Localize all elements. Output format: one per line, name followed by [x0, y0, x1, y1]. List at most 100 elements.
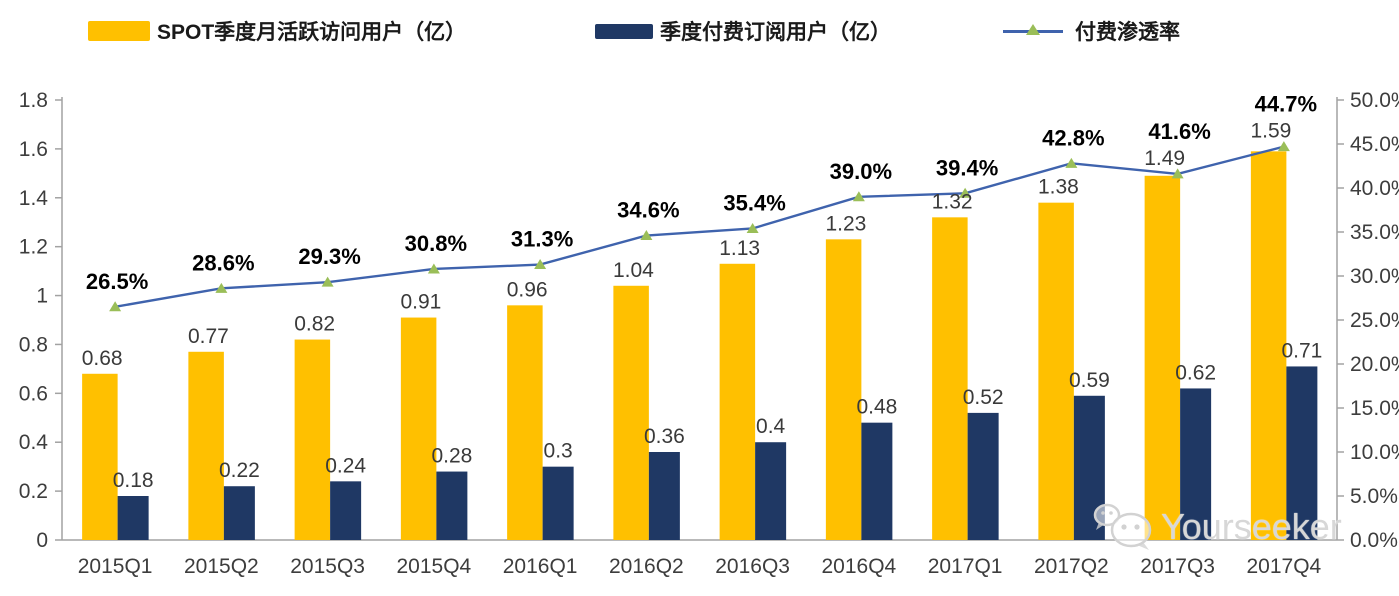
x-axis-label: 2016Q1	[503, 555, 578, 578]
penetration-marker	[321, 276, 334, 287]
left-axis-tick-label: 0.4	[19, 431, 49, 454]
wechat-icon	[1093, 503, 1152, 550]
subscriber-bar	[648, 452, 680, 540]
subscriber-value-label: 0.28	[431, 445, 472, 468]
left-axis-tick-label: 1.4	[19, 187, 49, 210]
subscriber-value-label: 0.71	[1281, 339, 1322, 362]
penetration-marker	[1277, 141, 1290, 152]
left-axis-tick-label: 1.2	[19, 236, 48, 259]
left-axis-tick-label: 0.6	[19, 382, 48, 405]
subscriber-bar	[436, 471, 468, 540]
penetration-value-label: 30.8%	[405, 231, 467, 256]
penetration-value-label: 39.4%	[936, 155, 998, 180]
subscriber-value-label: 0.62	[1175, 361, 1216, 384]
right-axis-tick-label: 30.0%	[1350, 265, 1399, 288]
subscriber-bar	[117, 496, 149, 540]
subscriber-value-label: 0.4	[756, 415, 786, 438]
penetration-marker	[640, 230, 653, 241]
subscriber-bar	[1180, 388, 1212, 540]
right-axis-tick-label: 45.0%	[1350, 133, 1399, 156]
x-axis-label: 2015Q1	[78, 555, 153, 578]
mau-bar	[400, 317, 437, 540]
x-axis-label: 2016Q3	[715, 555, 790, 578]
penetration-marker	[427, 263, 440, 274]
penetration-legend-label: 付费渗透率	[1075, 21, 1180, 44]
subscriber-bar	[223, 486, 255, 540]
penetration-marker	[109, 301, 122, 312]
subscribers-legend-label: 季度付费订阅用户（亿）	[660, 21, 891, 44]
right-axis-tick-label: 10.0%	[1350, 441, 1399, 464]
penetration-value-label: 39.0%	[830, 159, 892, 184]
mau-bar	[932, 217, 968, 541]
subscriber-bar	[542, 466, 574, 540]
right-axis-tick-label: 5.0%	[1350, 485, 1398, 508]
watermark: Yourseeker	[1091, 500, 1342, 554]
triangle-marker-icon	[1026, 24, 1040, 35]
penetration-value-label: 26.5%	[86, 269, 148, 294]
mau-value-label: 1.38	[1038, 176, 1079, 199]
subscriber-value-label: 0.18	[113, 469, 154, 492]
right-axis-tick-label: 35.0%	[1350, 221, 1399, 244]
subscriber-value-label: 0.22	[219, 459, 260, 482]
right-axis-tick-label: 25.0%	[1350, 309, 1399, 332]
subscriber-value-label: 0.59	[1069, 369, 1110, 392]
mau-legend-swatch	[88, 21, 150, 41]
left-axis-tick-label: 0.8	[19, 333, 48, 356]
penetration-line	[114, 145, 1285, 308]
x-axis-label: 2015Q4	[397, 555, 472, 578]
mau-bar	[613, 285, 649, 540]
mau-value-label: 0.82	[294, 313, 335, 336]
mau-bar	[507, 305, 543, 540]
mau-bar	[1250, 151, 1287, 541]
watermark-text: Yourseeker	[1161, 506, 1342, 547]
x-axis-label: 2016Q2	[609, 555, 684, 578]
legend-item-penetration: 付费渗透率	[1003, 14, 1180, 48]
subscriber-bar	[330, 481, 362, 540]
penetration-marker	[959, 187, 972, 198]
subscriber-bar	[967, 412, 999, 540]
left-axis-tick-label: 1.6	[19, 138, 48, 161]
x-axis-label: 2017Q2	[1034, 555, 1109, 578]
mau-value-label: 0.77	[188, 325, 229, 348]
penetration-marker	[746, 222, 759, 233]
left-axis-tick-label: 0	[36, 529, 48, 552]
mau-value-label: 0.96	[507, 278, 548, 301]
mau-bar	[188, 351, 224, 540]
mau-value-label: 1.49	[1144, 147, 1185, 170]
mau-bar	[825, 239, 862, 541]
mau-bar	[1038, 202, 1074, 540]
mau-value-label: 1.04	[613, 259, 654, 282]
penetration-marker	[1065, 157, 1078, 168]
left-axis-tick-label: 1.8	[19, 89, 48, 112]
penetration-value-label: 35.4%	[723, 190, 785, 215]
penetration-value-label: 31.3%	[511, 227, 573, 252]
x-axis-label: 2017Q1	[928, 555, 1003, 578]
penetration-legend-line-icon	[1003, 21, 1063, 41]
left-axis-tick-label: 0.2	[19, 480, 48, 503]
x-axis-label: 2017Q4	[1247, 555, 1322, 578]
subscriber-bar	[755, 442, 787, 540]
legend-item-mau: SPOT季度月活跃访问用户（亿）	[88, 14, 466, 48]
x-axis-label: 2015Q2	[184, 555, 259, 578]
mau-value-label: 0.91	[400, 291, 441, 314]
mau-bar	[82, 373, 118, 540]
subscriber-value-label: 0.3	[544, 440, 573, 463]
mau-value-label: 1.59	[1250, 120, 1291, 143]
subscriber-value-label: 0.52	[963, 386, 1004, 409]
penetration-value-label: 41.6%	[1148, 119, 1210, 144]
penetration-marker	[534, 259, 547, 270]
subscriber-bar	[861, 422, 893, 540]
penetration-marker	[215, 282, 228, 293]
subscriber-value-label: 0.36	[644, 425, 685, 448]
x-axis-label: 2017Q3	[1140, 555, 1215, 578]
mau-value-label: 1.13	[719, 237, 760, 260]
subscriber-value-label: 0.48	[856, 396, 897, 419]
penetration-marker	[1171, 168, 1184, 179]
mau-bar	[294, 339, 331, 540]
penetration-marker	[852, 191, 865, 202]
x-axis-label: 2016Q4	[822, 555, 897, 578]
penetration-value-label: 34.6%	[617, 198, 679, 223]
subscriber-value-label: 0.24	[325, 454, 366, 477]
